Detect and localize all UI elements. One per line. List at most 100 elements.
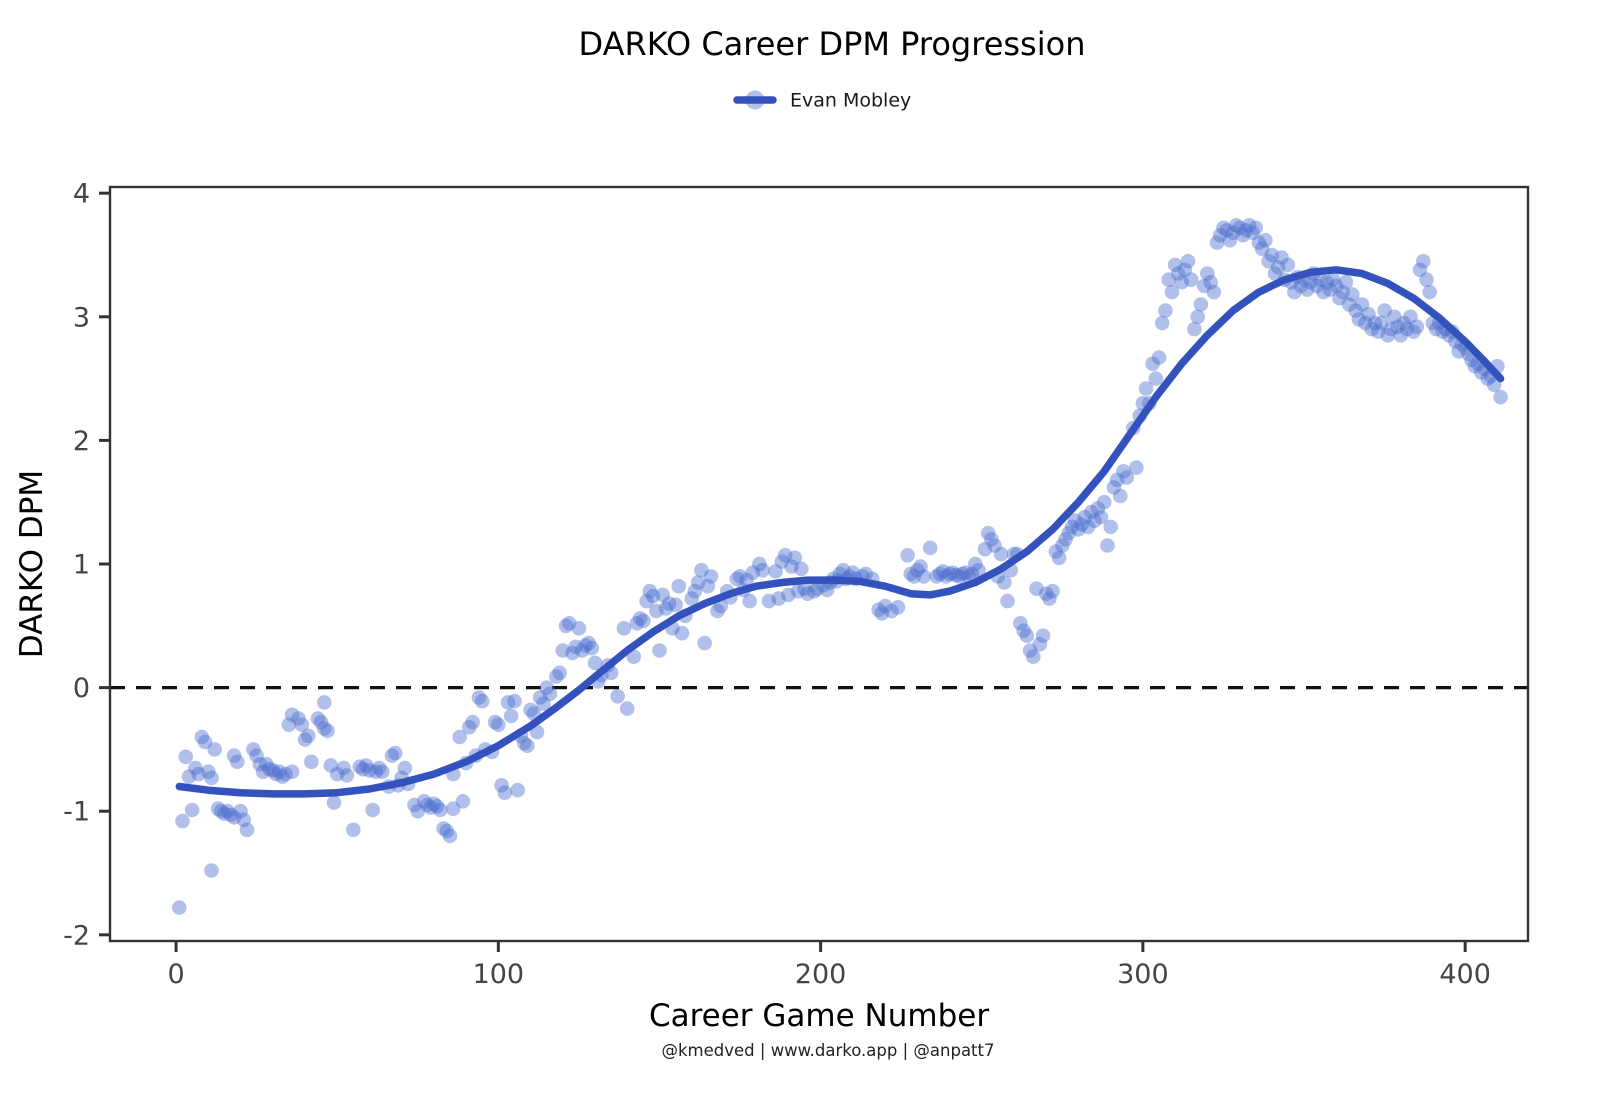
legend-label: Evan Mobley xyxy=(790,90,911,112)
data-point xyxy=(761,593,777,609)
data-point xyxy=(294,717,310,732)
data-point xyxy=(1493,389,1508,405)
data-point xyxy=(1171,266,1186,281)
data-point xyxy=(700,578,716,594)
data-point xyxy=(929,569,944,584)
data-point xyxy=(1109,472,1125,488)
data-point xyxy=(1348,303,1363,318)
data-point xyxy=(687,583,703,599)
data-point xyxy=(365,802,381,818)
data-point xyxy=(291,711,306,726)
x-tick-label: 300 xyxy=(1117,959,1169,990)
data-point xyxy=(1328,278,1344,294)
chart-title: DARKO Career DPM Progression xyxy=(579,25,1086,63)
data-point xyxy=(984,532,999,547)
data-point xyxy=(520,738,535,753)
data-point xyxy=(703,569,719,584)
data-point xyxy=(558,618,574,634)
data-point xyxy=(619,701,635,716)
data-point xyxy=(1451,344,1466,359)
data-point xyxy=(945,565,960,580)
data-point xyxy=(1038,586,1054,601)
data-point xyxy=(797,581,812,596)
data-point xyxy=(671,578,687,594)
data-point xyxy=(462,719,477,735)
y-tick-label: 0 xyxy=(73,673,90,704)
data-point xyxy=(1338,274,1354,290)
data-point xyxy=(674,625,690,641)
data-point xyxy=(958,565,973,580)
data-point xyxy=(1119,470,1135,485)
data-point xyxy=(249,748,264,763)
data-point xyxy=(1319,274,1334,290)
data-point xyxy=(1419,272,1434,288)
data-point xyxy=(1071,522,1086,537)
data-point xyxy=(313,714,329,730)
data-point xyxy=(423,800,439,815)
data-point xyxy=(339,768,355,783)
data-point xyxy=(532,690,548,705)
data-point xyxy=(1422,284,1437,300)
data-point xyxy=(1428,321,1444,337)
data-point xyxy=(236,812,251,828)
data-point xyxy=(1229,218,1244,233)
data-point xyxy=(433,802,448,818)
data-point xyxy=(1264,247,1280,263)
data-point xyxy=(1032,637,1048,652)
data-point xyxy=(1258,232,1273,248)
data-point xyxy=(1084,504,1099,520)
data-point xyxy=(568,639,583,655)
data-point xyxy=(465,714,480,730)
data-point xyxy=(903,566,919,582)
data-point xyxy=(935,564,951,579)
data-point xyxy=(452,729,468,745)
data-point xyxy=(1322,282,1338,297)
data-point xyxy=(1267,266,1283,281)
data-point xyxy=(658,601,674,616)
data-point xyxy=(668,597,683,613)
data-point xyxy=(346,822,361,838)
data-point xyxy=(371,760,387,776)
data-point xyxy=(175,813,190,829)
data-point xyxy=(1013,616,1028,631)
data-point xyxy=(1087,513,1102,528)
data-point xyxy=(500,695,516,710)
data-point xyxy=(1403,309,1418,325)
y-tick-label: -1 xyxy=(63,797,90,828)
data-point xyxy=(1399,321,1415,337)
data-point xyxy=(642,583,658,599)
data-point xyxy=(204,863,219,878)
x-tick-label: 0 xyxy=(167,959,184,990)
data-point xyxy=(410,803,426,819)
data-point xyxy=(1200,266,1215,281)
data-point xyxy=(317,695,332,710)
data-point xyxy=(1051,550,1067,566)
data-point xyxy=(684,591,699,606)
data-point xyxy=(1248,220,1263,236)
data-point xyxy=(320,723,335,739)
data-point xyxy=(1332,290,1347,306)
data-point xyxy=(574,643,590,658)
data-point xyxy=(890,600,906,615)
data-point xyxy=(694,562,709,578)
y-tick-label: 3 xyxy=(73,302,90,333)
data-point xyxy=(900,548,915,563)
data-point xyxy=(491,717,506,732)
data-point xyxy=(1325,272,1341,288)
data-point xyxy=(204,770,219,786)
data-point xyxy=(474,693,490,709)
data-point xyxy=(1474,365,1489,380)
data-point xyxy=(1061,525,1077,541)
data-point xyxy=(729,571,745,587)
footer-credit: @kmedved | www.darko.app | @anpatt7 xyxy=(662,1041,995,1060)
data-point xyxy=(397,760,413,776)
data-point xyxy=(507,693,522,709)
data-point xyxy=(1254,241,1270,257)
data-point xyxy=(471,690,487,705)
data-point xyxy=(1374,315,1389,331)
data-point xyxy=(284,764,300,779)
data-point xyxy=(246,742,261,757)
data-point xyxy=(387,745,403,761)
